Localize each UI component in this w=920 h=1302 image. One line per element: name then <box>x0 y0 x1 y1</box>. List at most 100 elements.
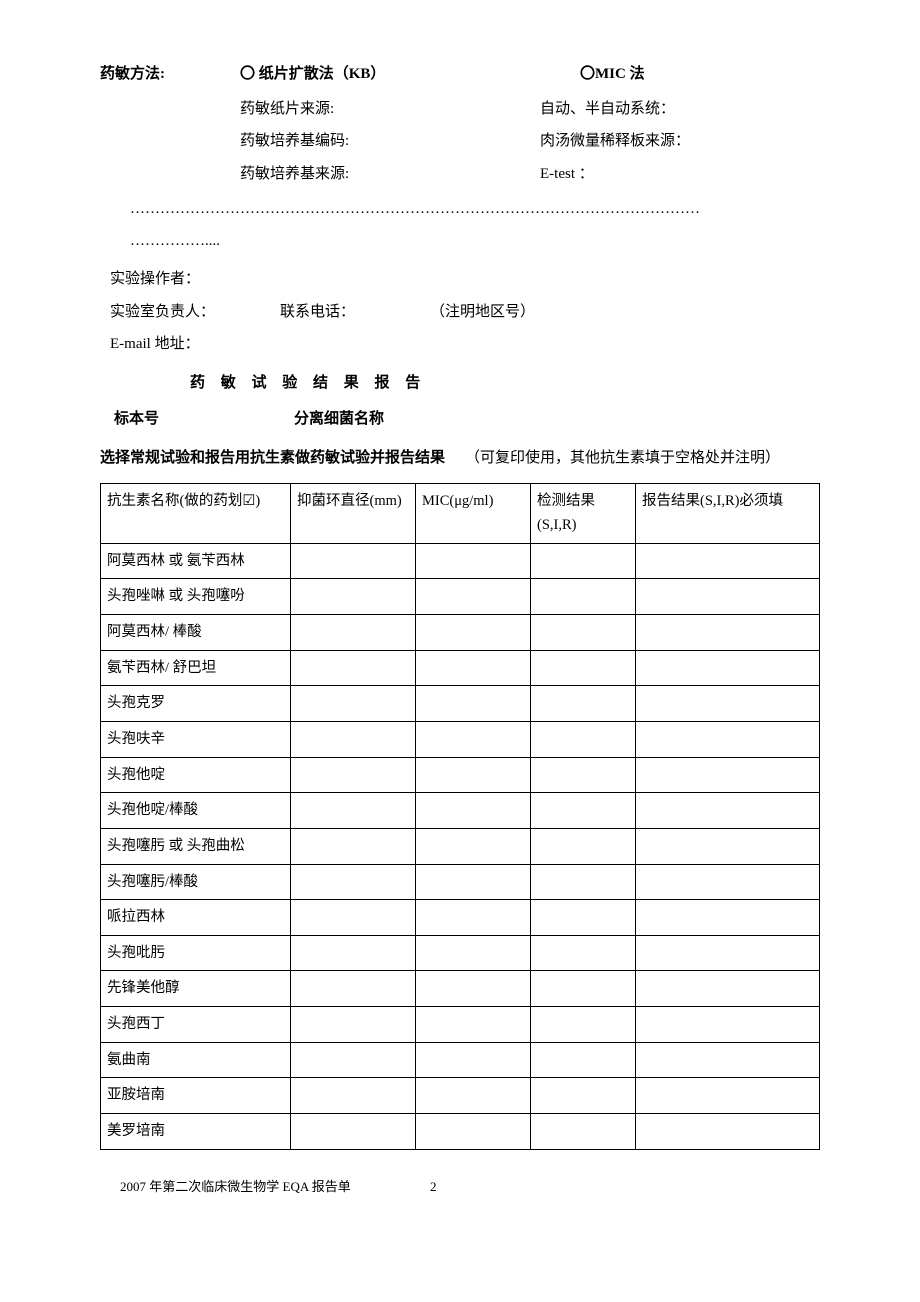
method-option-mic[interactable]: 〇MIC 法 <box>580 60 645 89</box>
data-cell[interactable] <box>636 543 820 579</box>
data-cell[interactable] <box>531 579 636 615</box>
data-cell[interactable] <box>291 900 416 936</box>
data-cell[interactable] <box>531 1042 636 1078</box>
method-option-kb[interactable]: 〇 纸片扩散法（KB） <box>240 60 580 89</box>
data-cell[interactable] <box>291 793 416 829</box>
data-cell[interactable] <box>416 721 531 757</box>
data-cell[interactable] <box>636 757 820 793</box>
data-cell[interactable] <box>291 721 416 757</box>
divider-dots-2: …………….... <box>130 227 820 256</box>
data-cell[interactable] <box>291 1007 416 1043</box>
data-cell[interactable] <box>531 793 636 829</box>
data-cell[interactable] <box>636 971 820 1007</box>
phone-note: （注明地区号） <box>430 298 535 327</box>
antibiotic-name-cell: 亚胺培南 <box>101 1078 291 1114</box>
data-cell[interactable] <box>636 900 820 936</box>
data-cell[interactable] <box>416 793 531 829</box>
data-cell[interactable] <box>291 757 416 793</box>
data-cell[interactable] <box>291 686 416 722</box>
table-row: 头孢西丁 <box>101 1007 820 1043</box>
data-cell[interactable] <box>636 864 820 900</box>
antibiotic-name-cell: 氨曲南 <box>101 1042 291 1078</box>
data-cell[interactable] <box>531 971 636 1007</box>
table-row: 头孢噻肟 或 头孢曲松 <box>101 828 820 864</box>
data-cell[interactable] <box>636 1042 820 1078</box>
data-cell[interactable] <box>291 543 416 579</box>
data-cell[interactable] <box>531 543 636 579</box>
data-cell[interactable] <box>636 1114 820 1150</box>
data-cell[interactable] <box>416 579 531 615</box>
table-row: 亚胺培南 <box>101 1078 820 1114</box>
data-cell[interactable] <box>291 864 416 900</box>
data-cell[interactable] <box>291 1042 416 1078</box>
data-cell[interactable] <box>531 615 636 651</box>
data-cell[interactable] <box>291 650 416 686</box>
table-row: 阿莫西林/ 棒酸 <box>101 615 820 651</box>
data-cell[interactable] <box>636 1007 820 1043</box>
operator-label: 实验操作者： <box>110 265 820 294</box>
data-cell[interactable] <box>531 721 636 757</box>
data-cell[interactable] <box>416 615 531 651</box>
data-cell[interactable] <box>531 757 636 793</box>
antibiotic-name-cell: 头孢吡肟 <box>101 935 291 971</box>
data-cell[interactable] <box>291 935 416 971</box>
data-cell[interactable] <box>531 1078 636 1114</box>
data-cell[interactable] <box>416 543 531 579</box>
data-cell[interactable] <box>291 615 416 651</box>
data-cell[interactable] <box>416 971 531 1007</box>
table-row: 先锋美他醇 <box>101 971 820 1007</box>
data-cell[interactable] <box>416 1007 531 1043</box>
email-label: E-mail 地址： <box>110 330 820 359</box>
data-cell[interactable] <box>636 650 820 686</box>
data-cell[interactable] <box>416 1114 531 1150</box>
antibiotic-name-cell: 头孢克罗 <box>101 686 291 722</box>
header-zone: 抑菌环直径(mm) <box>291 483 416 543</box>
data-cell[interactable] <box>531 828 636 864</box>
data-cell[interactable] <box>636 686 820 722</box>
data-cell[interactable] <box>291 1078 416 1114</box>
data-cell[interactable] <box>531 900 636 936</box>
data-cell[interactable] <box>416 864 531 900</box>
antibiotic-name-cell: 阿莫西林 或 氨苄西林 <box>101 543 291 579</box>
data-cell[interactable] <box>416 686 531 722</box>
method-label: 药敏方法: <box>100 60 240 89</box>
data-cell[interactable] <box>531 935 636 971</box>
data-cell[interactable] <box>636 615 820 651</box>
data-cell[interactable] <box>416 650 531 686</box>
antibiotic-name-cell: 头孢噻肟 或 头孢曲松 <box>101 828 291 864</box>
data-cell[interactable] <box>291 828 416 864</box>
data-cell[interactable] <box>416 900 531 936</box>
data-cell[interactable] <box>416 935 531 971</box>
table-row: 头孢噻肟/棒酸 <box>101 864 820 900</box>
medium-source-label: 药敏培养基来源: <box>240 160 540 189</box>
data-cell[interactable] <box>416 757 531 793</box>
data-cell[interactable] <box>416 828 531 864</box>
table-row: 头孢唑啉 或 头孢噻吩 <box>101 579 820 615</box>
data-cell[interactable] <box>636 793 820 829</box>
data-cell[interactable] <box>636 1078 820 1114</box>
data-cell[interactable] <box>636 579 820 615</box>
data-cell[interactable] <box>291 579 416 615</box>
data-cell[interactable] <box>531 686 636 722</box>
data-cell[interactable] <box>531 1007 636 1043</box>
data-cell[interactable] <box>416 1042 531 1078</box>
data-cell[interactable] <box>531 1114 636 1150</box>
data-cell[interactable] <box>636 721 820 757</box>
supervisor-label: 实验室负责人： <box>110 298 280 327</box>
header-report: 报告结果(S,I,R)必须填 <box>636 483 820 543</box>
broth-source-label: 肉汤微量稀释板来源： <box>540 127 820 156</box>
antibiotic-name-cell: 哌拉西林 <box>101 900 291 936</box>
data-cell[interactable] <box>416 1078 531 1114</box>
table-row: 阿莫西林 或 氨苄西林 <box>101 543 820 579</box>
data-cell[interactable] <box>291 1114 416 1150</box>
data-cell[interactable] <box>636 828 820 864</box>
table-row: 头孢他啶/棒酸 <box>101 793 820 829</box>
antibiotic-name-cell: 美罗培南 <box>101 1114 291 1150</box>
data-cell[interactable] <box>636 935 820 971</box>
data-cell[interactable] <box>291 971 416 1007</box>
data-cell[interactable] <box>531 650 636 686</box>
footer-page-number: 2 <box>430 1175 437 1200</box>
antibiotic-name-cell: 头孢西丁 <box>101 1007 291 1043</box>
table-row: 氨曲南 <box>101 1042 820 1078</box>
data-cell[interactable] <box>531 864 636 900</box>
